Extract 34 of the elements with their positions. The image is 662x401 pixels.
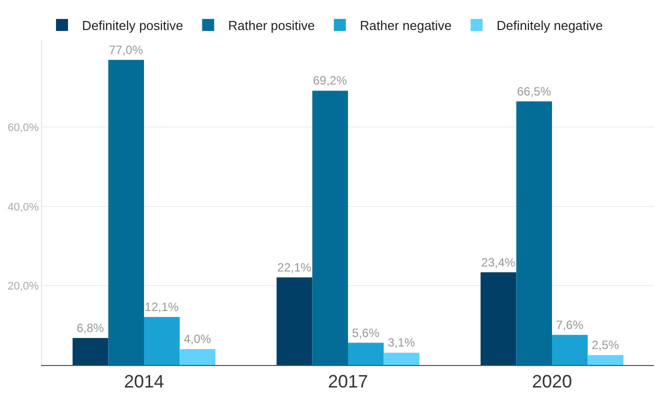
y-tick-label: 20,0% <box>8 280 40 293</box>
data-label: 23,4% <box>481 255 516 270</box>
bar <box>312 90 348 365</box>
bar <box>552 334 588 365</box>
bar <box>276 277 312 365</box>
y-tick-label: 60,0% <box>8 122 40 134</box>
data-label: 69,2% <box>312 74 348 88</box>
bar <box>348 342 384 365</box>
x-tick-label: 2017 <box>328 372 368 392</box>
legend-label: Definitely negative <box>496 18 603 34</box>
data-label: 5,6% <box>352 326 380 340</box>
y-tick-label: 40,0% <box>8 201 40 214</box>
bar <box>180 349 216 365</box>
bar <box>108 60 144 365</box>
legend-label: Definitely positive <box>82 18 184 34</box>
legend-label: Rather negative <box>360 18 452 34</box>
data-label: 3,1% <box>388 336 416 350</box>
bar <box>384 352 420 365</box>
data-label: 6,8% <box>76 321 104 336</box>
data-label: 7,6% <box>556 318 584 332</box>
bar <box>144 317 180 365</box>
bar <box>72 338 108 365</box>
bar <box>516 101 552 365</box>
data-label: 22,1% <box>277 260 312 274</box>
legend-label: Rather positive <box>228 18 315 34</box>
data-label: 4,0% <box>184 332 212 346</box>
x-tick-label: 2020 <box>532 372 572 392</box>
bar <box>480 272 516 365</box>
data-label: 2,5% <box>592 338 620 352</box>
data-label: 77,0% <box>108 42 144 57</box>
x-tick-label: 2014 <box>124 372 164 392</box>
bar <box>588 355 624 365</box>
data-label: 66,5% <box>516 84 552 98</box>
data-label: 12,1% <box>144 300 180 314</box>
